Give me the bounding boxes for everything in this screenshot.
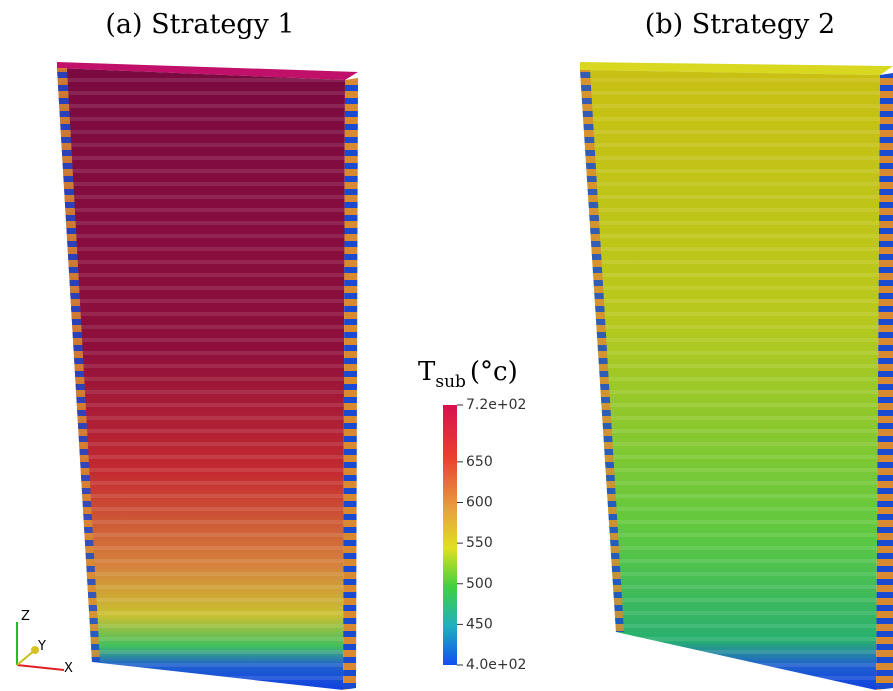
panel-label: (b) Strategy 2: [645, 9, 835, 40]
tick-label: 4.0e+02: [466, 657, 526, 673]
tick-label: 450: [466, 616, 493, 632]
colorbar-title: Tsub (°c): [418, 357, 518, 392]
tick-label: 600: [466, 495, 493, 511]
tick-label: 550: [466, 535, 493, 551]
panel-label: (a) Strategy 1: [105, 9, 294, 40]
axis-label: X: [64, 661, 73, 676]
tick-label: 500: [466, 576, 493, 592]
tick-label: 650: [466, 454, 493, 470]
colorbar-ticks: 7.2e+02 650 600 550 500 450 4.0e+02: [457, 397, 526, 673]
axes-triad: Z Y X: [16, 609, 73, 676]
slab-a: [57, 62, 358, 690]
colorbar: [443, 405, 457, 665]
axis-label: Y: [37, 639, 46, 654]
axis-label: Z: [21, 609, 30, 624]
slab-b: [580, 62, 893, 690]
tick-label: 7.2e+02: [466, 397, 526, 413]
